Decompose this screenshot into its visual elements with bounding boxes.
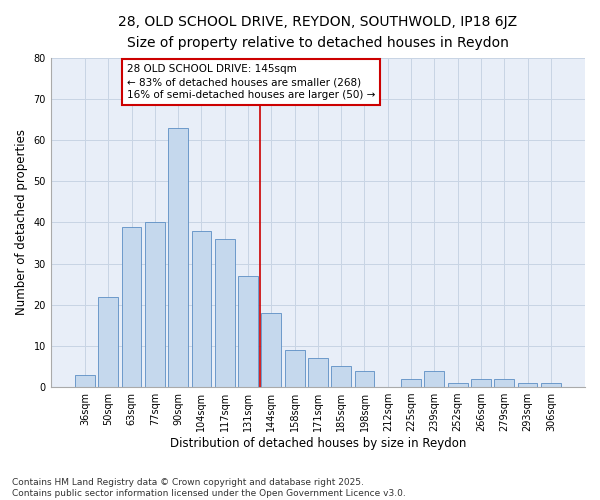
Text: Contains HM Land Registry data © Crown copyright and database right 2025.
Contai: Contains HM Land Registry data © Crown c… xyxy=(12,478,406,498)
Bar xyxy=(145,222,165,387)
Bar xyxy=(122,226,142,387)
Bar xyxy=(168,128,188,387)
Bar xyxy=(308,358,328,387)
Bar xyxy=(215,239,235,387)
Text: 28 OLD SCHOOL DRIVE: 145sqm
← 83% of detached houses are smaller (268)
16% of se: 28 OLD SCHOOL DRIVE: 145sqm ← 83% of det… xyxy=(127,64,375,100)
Bar xyxy=(262,313,281,387)
Bar xyxy=(541,383,561,387)
Bar xyxy=(98,296,118,387)
Bar xyxy=(238,276,258,387)
X-axis label: Distribution of detached houses by size in Reydon: Distribution of detached houses by size … xyxy=(170,437,466,450)
Bar xyxy=(75,374,95,387)
Bar xyxy=(355,370,374,387)
Bar xyxy=(471,379,491,387)
Bar xyxy=(424,370,444,387)
Bar xyxy=(448,383,467,387)
Bar xyxy=(401,379,421,387)
Bar xyxy=(285,350,305,387)
Y-axis label: Number of detached properties: Number of detached properties xyxy=(15,130,28,316)
Title: 28, OLD SCHOOL DRIVE, REYDON, SOUTHWOLD, IP18 6JZ
Size of property relative to d: 28, OLD SCHOOL DRIVE, REYDON, SOUTHWOLD,… xyxy=(118,15,517,50)
Bar xyxy=(331,366,351,387)
Bar xyxy=(518,383,538,387)
Bar xyxy=(191,230,211,387)
Bar xyxy=(494,379,514,387)
